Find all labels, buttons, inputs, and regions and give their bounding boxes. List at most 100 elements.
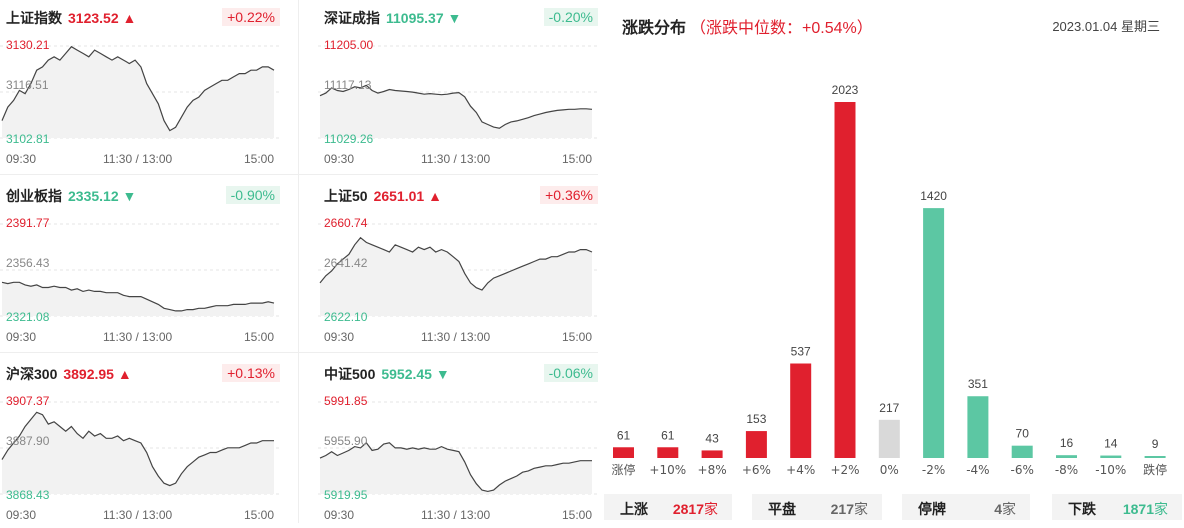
time-start-label: 09:30 [324, 152, 355, 166]
category-label: 跌停 [1143, 462, 1167, 477]
index-card-shanghai[interactable]: 上证指数 3123.52 ▲ +0.22% 3130.21 3116.51 310… [0, 0, 280, 172]
axis-mid-label: 3887.90 [6, 434, 50, 448]
divider [0, 352, 598, 353]
index-card-csi300[interactable]: 沪深300 3892.95 ▲ +0.13% 3907.37 3887.90 38… [0, 356, 280, 528]
distribution-date: 2023.01.04 星期三 [1052, 19, 1160, 34]
summary-count: 1871 [1122, 501, 1154, 517]
index-card-shenzhen[interactable]: 深证成指 11095.37 ▼ -0.20% 11205.00 11117.13 … [318, 0, 598, 172]
index-header: 上证指数 3123.52 ▲ +0.22% [6, 8, 280, 30]
bar [1056, 455, 1077, 458]
bar [878, 419, 900, 458]
time-mid-label: 11:30 / 13:00 [421, 330, 491, 344]
intraday-svg [318, 223, 598, 317]
summary-count: 217 [830, 501, 854, 517]
category-label: +8% [698, 463, 727, 477]
category-label: -6% [1011, 463, 1034, 477]
index-header: 上证50 2651.01 ▲ +0.36% [324, 186, 598, 208]
category-label: -8% [1055, 463, 1078, 477]
index-card-csi500[interactable]: 中证500 5952.45 ▼ -0.06% 5991.85 5955.90 59… [318, 356, 598, 528]
bar [1144, 456, 1166, 458]
price-line [1, 281, 275, 312]
time-end-label: 15:00 [561, 508, 592, 522]
index-change-badge: -0.20% [543, 8, 598, 26]
axis-mid-label: 5955.90 [324, 434, 368, 448]
time-mid-label: 11:30 / 13:00 [103, 330, 173, 344]
price-line [319, 84, 593, 129]
time-end-label: 15:00 [561, 330, 592, 344]
time-end-label: 15:00 [243, 508, 274, 522]
bar [1100, 455, 1122, 458]
time-end-label: 15:00 [243, 330, 274, 344]
summary-value: 2817家 [673, 499, 718, 519]
time-start-label: 09:30 [324, 330, 355, 344]
index-change-badge: -0.06% [543, 364, 598, 382]
category-label: +6% [742, 463, 771, 477]
time-start-label: 09:30 [6, 152, 37, 166]
category-label: -10% [1095, 463, 1126, 477]
time-start-label: 09:30 [6, 330, 37, 344]
intraday-chart: 3130.21 3116.51 3102.81 09:30 11:30 / 13… [0, 32, 280, 166]
bar-value-label: 2023 [832, 83, 859, 97]
time-start-label: 09:30 [324, 508, 355, 522]
intraday-chart: 2391.77 2356.43 2321.08 09:30 11:30 / 13… [0, 210, 280, 344]
axis-high-label: 11205.00 [324, 38, 374, 52]
summary-label: 上涨 [620, 501, 648, 517]
category-label: +4% [786, 463, 815, 477]
bar [834, 102, 856, 458]
price-area [320, 237, 592, 316]
bar-value-label: 351 [968, 377, 988, 391]
index-change-badge: -0.90% [225, 186, 280, 204]
distribution-bar-chart: 61 涨停 61 +10% 43 +8% 153 +6% 537 +4% 2023 +2% 217 0% 1… [611, 83, 1167, 477]
divider [0, 174, 598, 175]
bar-value-label: 537 [791, 345, 811, 359]
bar-value-label: 61 [617, 428, 631, 442]
index-value: 11095.37 [386, 10, 444, 26]
distribution-title-main: 涨跌分布 [622, 20, 687, 37]
summary-unit: 家 [1002, 501, 1016, 517]
index-name: 创业板指 [6, 188, 62, 204]
axis-low-label: 2321.08 [6, 310, 50, 324]
axis-high-label: 3907.37 [6, 394, 50, 408]
summary-flat: 平盘 217家 [752, 494, 882, 520]
axis-low-label: 3868.43 [6, 488, 50, 502]
intraday-chart: 11205.00 11117.13 11029.26 09:30 11:30 /… [318, 32, 598, 166]
index-name: 深证成指 [324, 10, 380, 26]
index-value: 3123.52 [68, 10, 119, 26]
index-value: 5952.45 [381, 366, 432, 382]
up-arrow-icon: ▲ [118, 10, 137, 26]
index-card-sse50[interactable]: 上证50 2651.01 ▲ +0.36% 2660.74 2641.42 262… [318, 178, 598, 350]
index-header: 中证500 5952.45 ▼ -0.06% [324, 364, 598, 386]
time-mid-label: 11:30 / 13:00 [421, 508, 491, 522]
summary-down: 下跌 1871家 [1052, 494, 1182, 520]
index-card-chinext[interactable]: 创业板指 2335.12 ▼ -0.90% 2391.77 2356.43 232… [0, 178, 280, 350]
bar [967, 396, 989, 458]
axis-low-label: 2622.10 [324, 310, 368, 324]
index-name: 中证500 [324, 366, 376, 382]
index-change-badge: +0.22% [222, 8, 280, 26]
time-end-label: 15:00 [243, 152, 274, 166]
summary-value: 217家 [831, 499, 868, 519]
summary-count: 2817 [672, 501, 704, 517]
index-name: 上证50 [324, 188, 368, 204]
index-header: 创业板指 2335.12 ▼ -0.90% [6, 186, 280, 208]
axis-low-label: 3102.81 [6, 132, 50, 146]
axis-low-label: 11029.26 [324, 132, 374, 146]
bar [613, 447, 634, 458]
bar-value-label: 9 [1152, 437, 1159, 451]
time-start-label: 09:30 [6, 508, 37, 522]
distribution-median: （涨跌中位数：+0.54%） [690, 20, 873, 37]
up-arrow-icon: ▲ [113, 366, 132, 382]
intraday-svg [0, 401, 280, 495]
summary-unit: 家 [704, 501, 718, 517]
summary-unit: 家 [854, 501, 868, 517]
price-area [2, 46, 274, 139]
price-area [320, 85, 592, 138]
summary-unit: 家 [1154, 501, 1168, 517]
bar [701, 450, 723, 458]
bar-value-label: 14 [1104, 437, 1118, 451]
summary-count: 4 [994, 501, 1002, 517]
bar-value-label: 43 [705, 431, 719, 445]
index-name: 沪深300 [6, 366, 58, 382]
intraday-chart: 2660.74 2641.42 2622.10 09:30 11:30 / 13… [318, 210, 598, 344]
bar [790, 363, 812, 458]
